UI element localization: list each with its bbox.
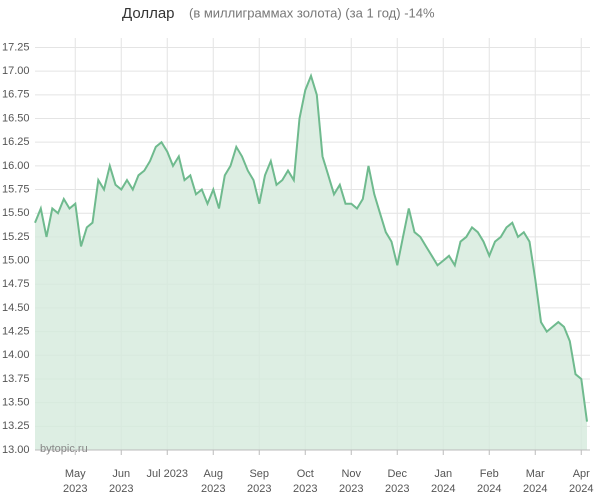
x-tick-label: Jun 2023 (109, 468, 134, 495)
x-tick-label: Jan 2024 (431, 468, 456, 495)
line (34, 72, 588, 422)
y-tick-label: 14.25 (2, 326, 30, 338)
y-tick-label: 16.50 (2, 112, 30, 124)
y-tick-label: 15.25 (2, 231, 30, 243)
y-tick-label: 14.00 (2, 349, 30, 361)
y-tick-label: 16.75 (2, 89, 30, 101)
y-tick-label: 15.00 (2, 254, 30, 266)
x-tick-label: Nov 2023 (339, 468, 364, 495)
x-tick-label: Mar 2024 (523, 468, 548, 495)
y-tick-label: 16.00 (2, 160, 30, 172)
x-tick-label: Oct 2023 (293, 468, 318, 495)
y-tick-label: 14.75 (2, 278, 30, 290)
x-tick-label: Sep 2023 (247, 468, 272, 495)
watermark: bytopic.ru (40, 443, 88, 455)
x-tick-label: Feb 2024 (477, 468, 502, 495)
x-tick-label: May 2023 (63, 468, 88, 495)
y-tick-label: 15.50 (2, 207, 30, 219)
y-tick-label: 17.25 (2, 41, 30, 53)
area-fill (35, 75, 587, 451)
y-tick-label: 13.75 (2, 373, 30, 385)
x-tick-label: Jul 2023 (146, 468, 189, 480)
y-tick-label: 13.00 (2, 444, 30, 456)
y-tick-label: 17.00 (2, 65, 30, 77)
chart-subtitle: (в миллиграммах золота) (за 1 год) -14% (189, 5, 435, 20)
x-tick-label: Aug 2023 (201, 468, 226, 495)
y-tick-label: 13.50 (2, 397, 30, 409)
y-tick-label: 13.25 (2, 420, 30, 432)
y-tick-label: 15.75 (2, 183, 30, 195)
y-tick-label: 14.50 (2, 302, 30, 314)
chart-title: Доллар (122, 5, 175, 22)
y-tick-label: 16.25 (2, 136, 30, 148)
x-tick-label: Apr 2024 (569, 468, 594, 495)
x-tick-label: Dec 2023 (385, 468, 410, 495)
